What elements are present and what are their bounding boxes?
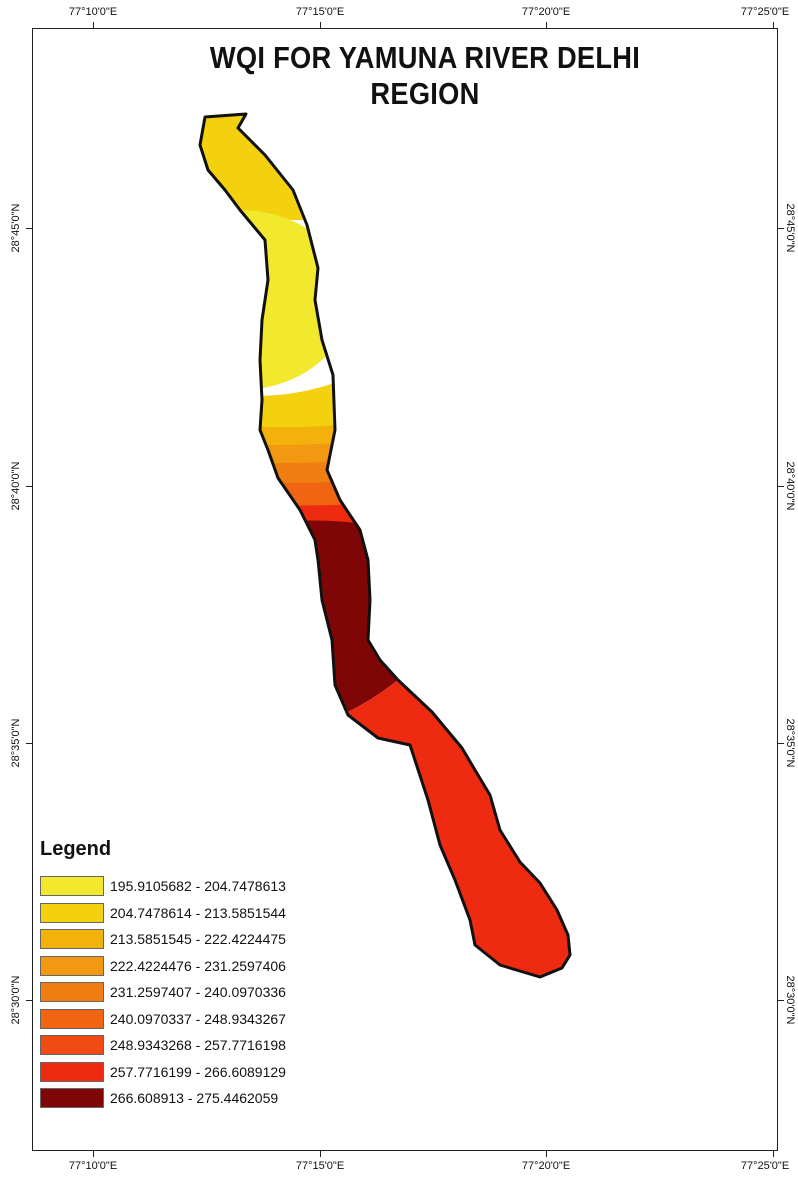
longitude-label-bottom: 77°20'0"E (521, 1160, 571, 1172)
graticule-tick (93, 1151, 94, 1157)
legend-item: 204.7478614 - 213.5851544 (40, 900, 286, 927)
legend-label: 213.5851545 - 222.4224475 (110, 931, 286, 948)
legend: Legend 195.9105682 - 204.7478613 204.747… (40, 838, 286, 1112)
legend-swatch (40, 929, 104, 950)
wqi-band-9 (200, 520, 420, 720)
legend-swatch (40, 982, 104, 1003)
legend-label: 266.608913 - 275.4462059 (110, 1090, 279, 1107)
legend-item: 195.9105682 - 204.7478613 (40, 873, 286, 900)
graticule-tick (26, 486, 32, 487)
graticule-tick (778, 228, 784, 229)
legend-item: 222.4224476 - 231.2597406 (40, 953, 286, 980)
legend-item: 266.608913 - 275.4462059 (40, 1085, 286, 1112)
legend-items: 195.9105682 - 204.7478613 204.7478614 - … (40, 873, 286, 1112)
legend-label: 231.2597407 - 240.0970336 (110, 984, 286, 1001)
graticule-tick (93, 22, 94, 28)
longitude-label-top: 77°15'0"E (295, 6, 345, 18)
legend-swatch (40, 1088, 104, 1109)
wqi-band-1 (200, 210, 350, 390)
graticule-tick (320, 1151, 321, 1157)
legend-item: 213.5851545 - 222.4224475 (40, 926, 286, 953)
longitude-label-bottom: 77°10'0"E (68, 1160, 118, 1172)
legend-label: 195.9105682 - 204.7478613 (110, 878, 286, 895)
legend-swatch (40, 1035, 104, 1056)
graticule-tick (778, 743, 784, 744)
legend-item: 231.2597407 - 240.0970336 (40, 979, 286, 1006)
longitude-label-bottom: 77°25'0"E (740, 1160, 790, 1172)
legend-swatch (40, 1008, 104, 1029)
longitude-label-top: 77°10'0"E (68, 6, 118, 18)
legend-swatch (40, 1061, 104, 1082)
graticule-tick (778, 1000, 784, 1001)
graticule-tick (773, 1151, 774, 1157)
wqi-band-2 (200, 114, 570, 220)
wqi-band-5 (200, 458, 380, 485)
map-frame (32, 28, 778, 1151)
legend-title: Legend (40, 838, 112, 860)
longitude-label-top: 77°20'0"E (521, 6, 571, 18)
legend-label: 240.0970337 - 248.9343267 (110, 1010, 286, 1027)
graticule-tick (26, 743, 32, 744)
graticule-tick (26, 228, 32, 229)
longitude-label-bottom: 77°15'0"E (295, 1160, 345, 1172)
graticule-tick (778, 486, 784, 487)
legend-label: 204.7478614 - 213.5851544 (110, 904, 286, 921)
graticule-tick (773, 22, 774, 28)
legend-label: 248.9343268 - 257.7716198 (110, 1037, 286, 1054)
legend-swatch (40, 876, 104, 897)
map-title: WQI FOR YAMUNA RIVER DELHI REGION (209, 40, 641, 111)
legend-label: 222.4224476 - 231.2597406 (110, 957, 286, 974)
legend-label: 257.7716199 - 266.6089129 (110, 1063, 286, 1080)
graticule-tick (546, 1151, 547, 1157)
longitude-label-top: 77°25'0"E (740, 6, 790, 18)
legend-item: 257.7716199 - 266.6089129 (40, 1059, 286, 1086)
graticule-tick (320, 22, 321, 28)
wqi-band-6 (200, 480, 380, 508)
legend-item: 248.9343268 - 257.7716198 (40, 1032, 286, 1059)
legend-swatch (40, 902, 104, 923)
legend-item: 240.0970337 - 248.9343267 (40, 1006, 286, 1033)
graticule-tick (26, 1000, 32, 1001)
legend-swatch (40, 955, 104, 976)
graticule-tick (546, 22, 547, 28)
